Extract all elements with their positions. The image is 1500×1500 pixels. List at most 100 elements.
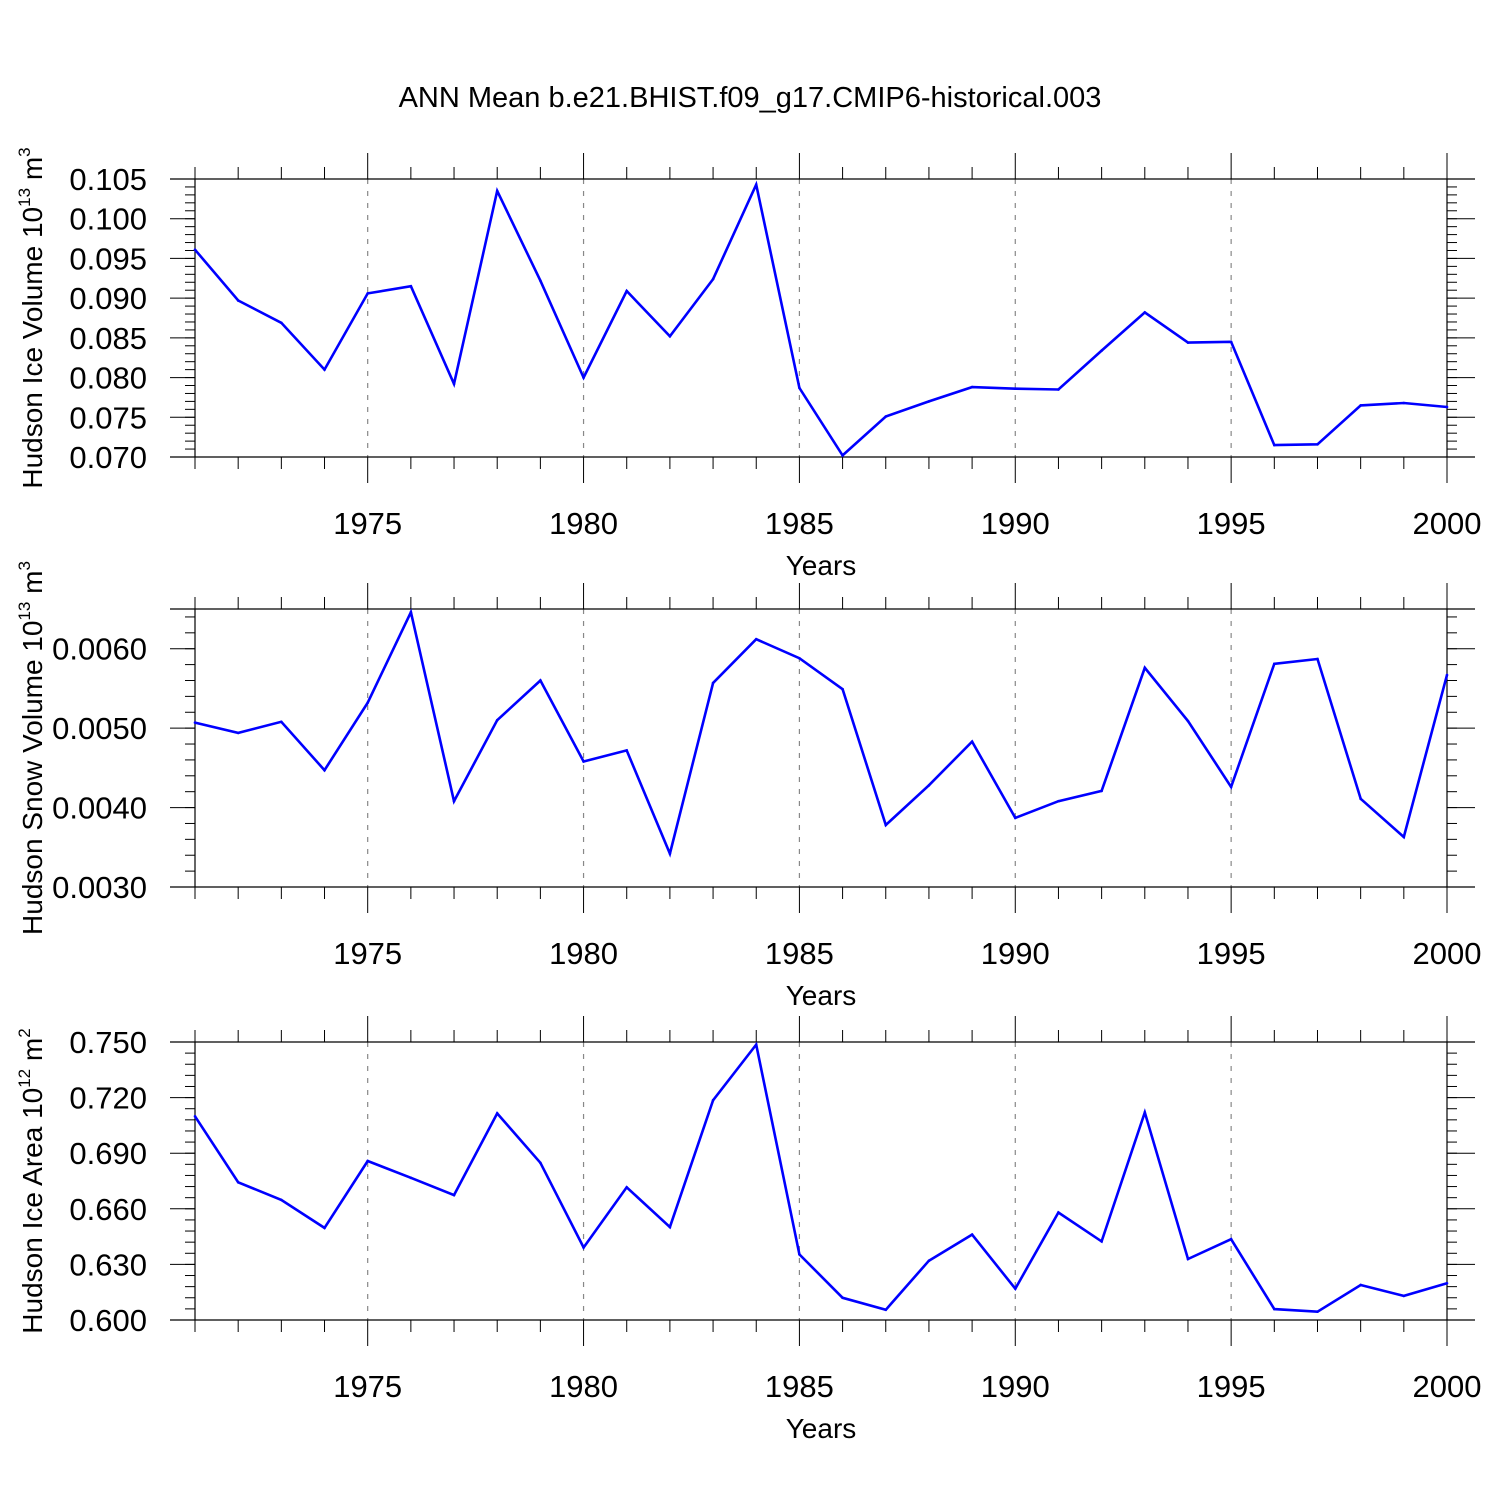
x-tick-label: 1985 [765,936,834,971]
data-point [495,718,499,722]
data-point [625,749,629,752]
data-point [1013,387,1017,390]
data-point [582,760,585,763]
data-point [1057,1211,1060,1214]
data-point [1359,404,1362,407]
y-axis-label: Hudson Ice Area 1012 m2 [15,1028,48,1333]
data-point [798,656,801,660]
data-point [280,1198,283,1202]
x-axis-label: Years [786,550,857,581]
x-tick-label: 1980 [549,936,618,971]
data-point [1359,1283,1362,1287]
data-point [495,1112,499,1115]
data-point [1402,835,1406,839]
data-point [1445,1282,1449,1285]
data-point [970,385,974,389]
data-point [841,687,844,691]
y-axis-label-text: Hudson Ice Area 10 [17,1088,48,1334]
y-tick-label: 0.080 [69,361,147,396]
data-point [798,386,801,390]
x-tick-label: 1990 [981,936,1050,971]
data-point [1402,401,1406,405]
x-tick-label: 2000 [1413,1369,1482,1404]
data-point [409,284,413,288]
y-tick-label: 0.0040 [52,791,147,826]
y-axis-label-unit: m [17,157,48,188]
x-tick-label: 1990 [981,1369,1050,1404]
x-tick-label: 1980 [549,506,618,541]
data-point [1186,341,1190,344]
y-tick-label: 0.075 [69,400,147,435]
data-point [625,289,629,293]
series-line [193,1041,1448,1314]
y-tick-label: 0.690 [69,1136,147,1171]
data-point [625,1186,629,1189]
x-tick-label: 1985 [765,506,834,541]
y-tick-label: 0.100 [69,202,147,237]
data-point [927,400,931,403]
y-axis-label-text: Hudson Snow Volume 10 [17,621,48,935]
chart-title: ANN Mean b.e21.BHIST.f09_g17.CMIP6-histo… [399,82,1102,114]
data-point [1100,789,1103,793]
data-point [452,1193,456,1197]
data-point [1273,662,1276,666]
series-line [194,180,1448,458]
x-tick-label: 1975 [333,506,402,541]
x-tick-label: 1980 [549,1369,618,1404]
data-point [539,279,542,282]
data-point [970,740,974,743]
data-point [1316,442,1319,446]
panel-2: 0.0030 0.0040 0.0050 0.0060 1975 1980 1985 1990… [15,561,1481,1011]
data-point [1229,785,1233,789]
data-point [1100,349,1103,352]
data-point [323,368,326,371]
panels: 0.070 0.075 0.080 0.085 0.090 0.095 0.100 0.105… [15,147,1481,1444]
y-axis-label-text: Hudson Ice Volume 10 [17,207,48,489]
data-point [884,415,888,418]
data-point [1316,657,1319,661]
y-axis-label-unit: m [17,571,48,602]
y-axis-label-unit-exponent: 3 [15,561,34,570]
y-tick-label: 0.630 [69,1247,147,1282]
x-tick-label: 1975 [333,1369,402,1404]
y-tick-label: 0.0060 [52,632,147,667]
data-point [1143,1111,1147,1114]
data-point [452,799,456,803]
y-axis-label-exponent: 13 [15,188,34,207]
data-point [754,1043,758,1046]
y-axis-label: Hudson Snow Volume 1013 m3 [15,561,48,935]
y-axis-label: Hudson Ice Volume 1013 m3 [15,147,48,488]
y-tick-label: 0.070 [69,440,147,475]
data-point [236,731,240,735]
data-point [884,1308,888,1312]
data-point [539,679,542,682]
y-tick-label: 0.090 [69,281,147,316]
y-tick-label: 0.660 [69,1192,147,1227]
data-point [1143,311,1147,314]
data-point [841,1296,844,1300]
data-point [970,1233,974,1236]
data-point [1057,388,1060,391]
data-point [711,1098,715,1102]
y-tick-label: 0.600 [69,1303,147,1338]
data-point [193,1115,197,1118]
y-axis-label-unit: m [17,1038,48,1069]
x-tick-label: 1985 [765,1369,834,1404]
x-axis-label: Years [786,980,857,1011]
data-point [539,1161,542,1165]
data-point [1316,1310,1319,1313]
data-point [366,1159,369,1163]
data-point [927,1259,931,1262]
x-tick-label: 1975 [333,936,402,971]
data-point [1273,443,1276,447]
data-point [409,1176,413,1180]
y-tick-label: 0.0030 [52,870,147,905]
y-tick-label: 0.095 [69,241,147,276]
data-point [754,183,758,186]
x-tick-label: 2000 [1413,506,1482,541]
y-axis-label-unit-exponent: 3 [15,147,34,156]
data-point [1013,1287,1017,1290]
y-axis-label-unit-exponent: 2 [15,1028,34,1037]
data-point [1186,719,1190,723]
